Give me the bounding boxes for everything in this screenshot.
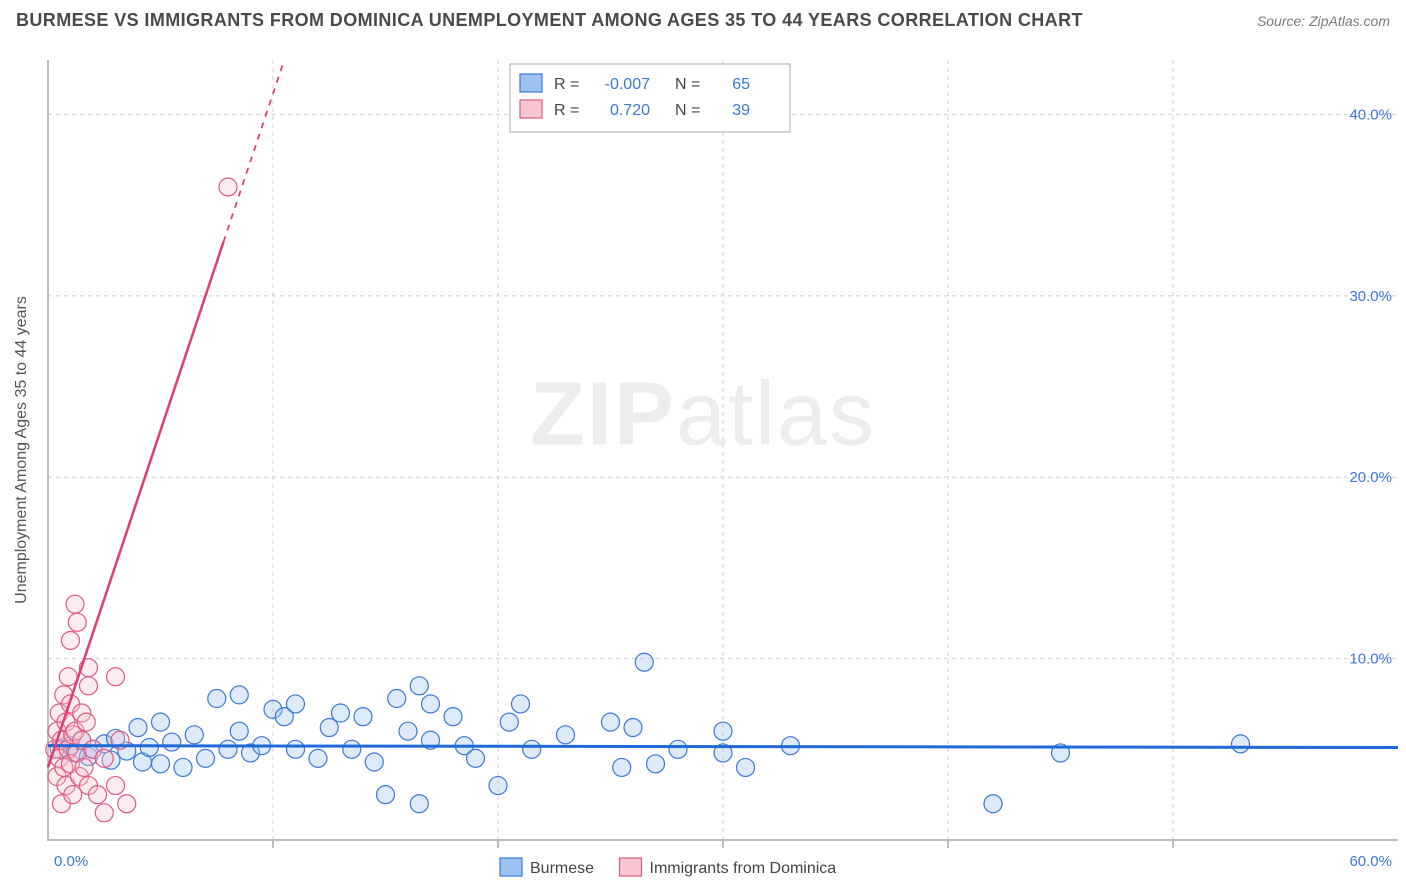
svg-text:40.0%: 40.0% — [1349, 106, 1392, 123]
svg-text:30.0%: 30.0% — [1349, 288, 1392, 305]
svg-text:Immigrants from Dominica: Immigrants from Dominica — [650, 860, 837, 877]
source-attribution: Source: ZipAtlas.com — [1257, 13, 1390, 29]
svg-text:Unemployment Among Ages 35 to: Unemployment Among Ages 35 to 44 years — [13, 296, 30, 604]
svg-text:N =: N = — [675, 102, 700, 119]
svg-text:20.0%: 20.0% — [1349, 469, 1392, 486]
svg-text:10.0%: 10.0% — [1349, 651, 1392, 668]
svg-text:Burmese: Burmese — [530, 860, 594, 877]
chart-container: ZIPatlas 0.0%60.0%10.0%20.0%30.0%40.0%Un… — [0, 40, 1406, 892]
svg-text:0.0%: 0.0% — [54, 853, 88, 870]
svg-text:60.0%: 60.0% — [1349, 853, 1392, 870]
svg-text:-0.007: -0.007 — [605, 76, 650, 93]
svg-text:R =: R = — [554, 76, 579, 93]
chart-title: BURMESE VS IMMIGRANTS FROM DOMINICA UNEM… — [16, 10, 1083, 31]
correlation-chart: 0.0% 60.0% 10.0% 20.0% 30.0% 40.0% Unemploymen… — [0, 40, 1406, 892]
series-burmese — [50, 653, 1249, 812]
svg-text:0.720: 0.720 — [610, 102, 650, 119]
series-legend: Burmese Immigrants from Dominica — [500, 858, 836, 877]
svg-text:39: 39 — [732, 102, 750, 119]
svg-text:N =: N = — [675, 76, 700, 93]
svg-text:R =: R = — [554, 102, 579, 119]
svg-text:65: 65 — [732, 76, 750, 93]
correlation-legend: R = -0.007 N = 65 R = 0.720 N = 39 — [510, 64, 790, 132]
